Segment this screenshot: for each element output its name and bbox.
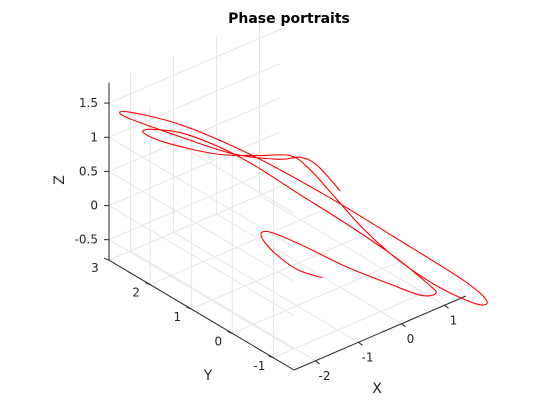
grid-line <box>273 283 446 359</box>
grid-line <box>108 205 295 316</box>
y-tick-label: 2 <box>132 286 140 300</box>
grid-line <box>150 210 323 286</box>
y-tick-label: 3 <box>91 261 99 275</box>
z-axis-label: Z <box>52 175 68 185</box>
y-tick-label: 0 <box>214 334 222 348</box>
x-tick-mark <box>401 323 406 328</box>
z-tick-label: 0.5 <box>79 164 98 178</box>
grid-line <box>173 231 359 343</box>
chart-title: Phase portraits <box>228 11 350 27</box>
grid-line <box>108 131 282 207</box>
grid-line <box>108 239 295 350</box>
x-tick-mark <box>315 360 320 365</box>
y-tick-label: -1 <box>253 359 265 373</box>
y-tick-mark <box>145 282 151 286</box>
y-tick-mark <box>268 355 274 359</box>
x-tick-label: -2 <box>319 369 331 383</box>
z-tick-label: -0.5 <box>75 233 98 247</box>
x-tick-label: -1 <box>362 350 374 364</box>
x-tick-label: 1 <box>450 313 458 327</box>
y-axis-label: Y <box>203 368 213 384</box>
grid-line <box>108 102 295 214</box>
grid-line <box>108 96 282 172</box>
grid-line <box>108 136 295 248</box>
grid-line <box>191 234 364 310</box>
grid-line <box>130 250 316 362</box>
grid-line <box>232 258 405 334</box>
trajectory-layer <box>119 110 488 306</box>
pane-edge <box>108 185 282 261</box>
grid-line <box>259 194 445 306</box>
grid-line <box>108 62 282 138</box>
y-axis-line <box>108 259 295 371</box>
x-tick-mark <box>444 304 449 309</box>
grid-line <box>108 165 282 241</box>
x-tick-label: 0 <box>407 332 415 346</box>
z-tick-label: 1 <box>90 130 98 144</box>
axes <box>103 82 467 371</box>
grid-line <box>216 213 402 325</box>
z-tick-label: 0 <box>90 199 98 213</box>
x-axis-label: X <box>372 381 382 397</box>
labels: Phase portraits X Y Z -2 -1 0 1 -1 0 1 2 3 -0.5 0 0… <box>52 11 457 397</box>
trajectory-line <box>119 110 488 306</box>
y-tick-label: 1 <box>173 310 181 324</box>
grid-line <box>108 170 295 282</box>
y-tick-mark <box>103 257 110 261</box>
z-tick-label: 1.5 <box>79 96 98 110</box>
x-tick-mark <box>358 341 363 346</box>
y-tick-mark <box>186 306 192 310</box>
grid <box>108 17 446 371</box>
y-tick-mark <box>227 330 233 334</box>
x-axis-line <box>293 295 467 371</box>
grid-line <box>108 28 282 104</box>
